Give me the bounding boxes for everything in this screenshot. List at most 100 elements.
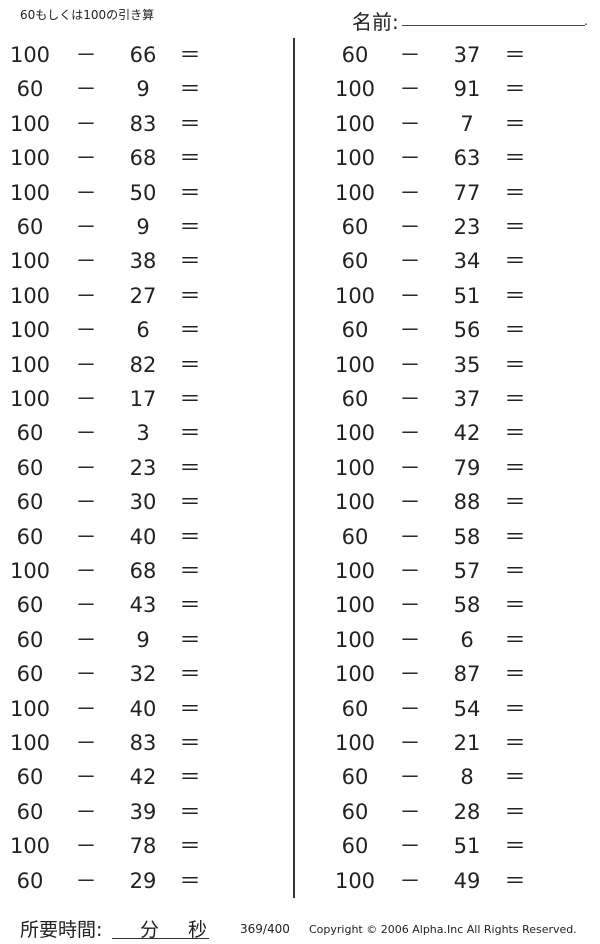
minus-sign: － (75, 455, 97, 480)
equals-sign: ＝ (504, 249, 526, 274)
minus-sign: － (399, 421, 421, 446)
operand-b: 23 (129, 455, 157, 480)
operand-b: 17 (129, 387, 157, 411)
equals-sign: ＝ (504, 559, 526, 583)
operand-a: 60 (341, 215, 369, 239)
equals-sign: ＝ (504, 834, 526, 859)
equals-sign: ＝ (504, 524, 526, 549)
name-label: 名前: (352, 10, 399, 34)
minutes-label: 分 (140, 919, 160, 941)
minus-sign: － (399, 111, 421, 136)
operand-a: 60 (341, 765, 369, 790)
operand-a: 60 (16, 868, 44, 893)
operand-a: 60 (16, 593, 44, 618)
operand-b: 77 (453, 180, 481, 205)
equals-sign: ＝ (179, 318, 201, 343)
operand-a: 100 (334, 421, 376, 446)
minus-sign: － (399, 559, 421, 583)
operand-a: 60 (16, 421, 44, 446)
operand-b: 7 (460, 111, 474, 136)
operand-b: 79 (453, 455, 481, 480)
minus-sign: － (399, 180, 421, 205)
operand-a: 60 (16, 662, 44, 687)
minus-sign: － (399, 593, 421, 618)
minus-sign: － (75, 180, 97, 205)
operand-a: 100 (334, 593, 376, 618)
equals-sign: ＝ (179, 765, 201, 790)
operand-b: 37 (453, 387, 481, 411)
minus-sign: － (399, 318, 421, 343)
minus-sign: － (75, 43, 97, 67)
page-number: 369/400 (240, 922, 290, 936)
operand-b: 51 (453, 834, 481, 859)
operand-b: 35 (453, 352, 481, 377)
equals-sign: ＝ (504, 318, 526, 343)
minus-sign: － (399, 524, 421, 549)
operand-a: 100 (334, 868, 376, 893)
equals-sign: ＝ (504, 352, 526, 377)
equals-sign: ＝ (179, 696, 201, 721)
equals-sign: ＝ (504, 593, 526, 618)
operand-a: 100 (9, 387, 51, 411)
equals-sign: ＝ (504, 696, 526, 721)
minus-sign: － (75, 249, 97, 274)
operand-b: 3 (136, 421, 150, 446)
minus-sign: － (75, 318, 97, 343)
operand-a: 100 (9, 696, 51, 721)
operand-b: 40 (129, 524, 157, 549)
equals-sign: ＝ (179, 559, 201, 583)
equals-sign: ＝ (179, 868, 201, 893)
operand-a: 60 (341, 524, 369, 549)
equals-sign: ＝ (504, 868, 526, 893)
equals-sign: ＝ (179, 524, 201, 549)
operand-b: 9 (136, 215, 150, 239)
minus-sign: － (399, 43, 421, 67)
equals-sign: ＝ (504, 43, 526, 67)
operand-b: 63 (453, 146, 481, 171)
operand-b: 78 (129, 834, 157, 859)
equals-sign: ＝ (504, 731, 526, 755)
minus-sign: － (399, 662, 421, 687)
time-field[interactable] (112, 938, 209, 939)
equals-sign: ＝ (504, 421, 526, 446)
operand-b: 42 (453, 421, 481, 446)
operand-b: 82 (129, 352, 157, 377)
minus-sign: － (399, 283, 421, 308)
operand-a: 60 (16, 77, 44, 102)
equals-sign: ＝ (179, 593, 201, 618)
operand-a: 100 (334, 111, 376, 136)
equals-sign: ＝ (179, 490, 201, 515)
equals-sign: ＝ (504, 455, 526, 480)
operand-a: 100 (334, 146, 376, 171)
equals-sign: ＝ (504, 215, 526, 239)
minus-sign: － (399, 834, 421, 859)
operand-a: 100 (9, 146, 51, 171)
equals-sign: ＝ (179, 43, 201, 67)
minus-sign: － (75, 696, 97, 721)
operand-a: 100 (9, 834, 51, 859)
operand-b: 51 (453, 283, 481, 308)
minus-sign: － (75, 283, 97, 308)
operand-a: 100 (334, 490, 376, 515)
minus-sign: － (399, 455, 421, 480)
operand-a: 100 (334, 352, 376, 377)
operand-a: 60 (341, 249, 369, 274)
minus-sign: － (399, 249, 421, 274)
equals-sign: ＝ (179, 146, 201, 171)
minus-sign: － (75, 146, 97, 171)
equals-sign: ＝ (504, 283, 526, 308)
equals-sign: ＝ (179, 731, 201, 755)
operand-a: 60 (16, 765, 44, 790)
operand-b: 88 (453, 490, 481, 515)
operand-b: 66 (129, 43, 157, 67)
minus-sign: － (75, 834, 97, 859)
equals-sign: ＝ (179, 180, 201, 205)
operand-a: 100 (334, 77, 376, 102)
operand-a: 60 (16, 455, 44, 480)
minus-sign: － (75, 215, 97, 239)
minus-sign: － (75, 387, 97, 411)
equals-sign: ＝ (179, 111, 201, 136)
name-field[interactable] (402, 25, 585, 26)
operand-a: 100 (9, 352, 51, 377)
operand-b: 58 (453, 593, 481, 618)
